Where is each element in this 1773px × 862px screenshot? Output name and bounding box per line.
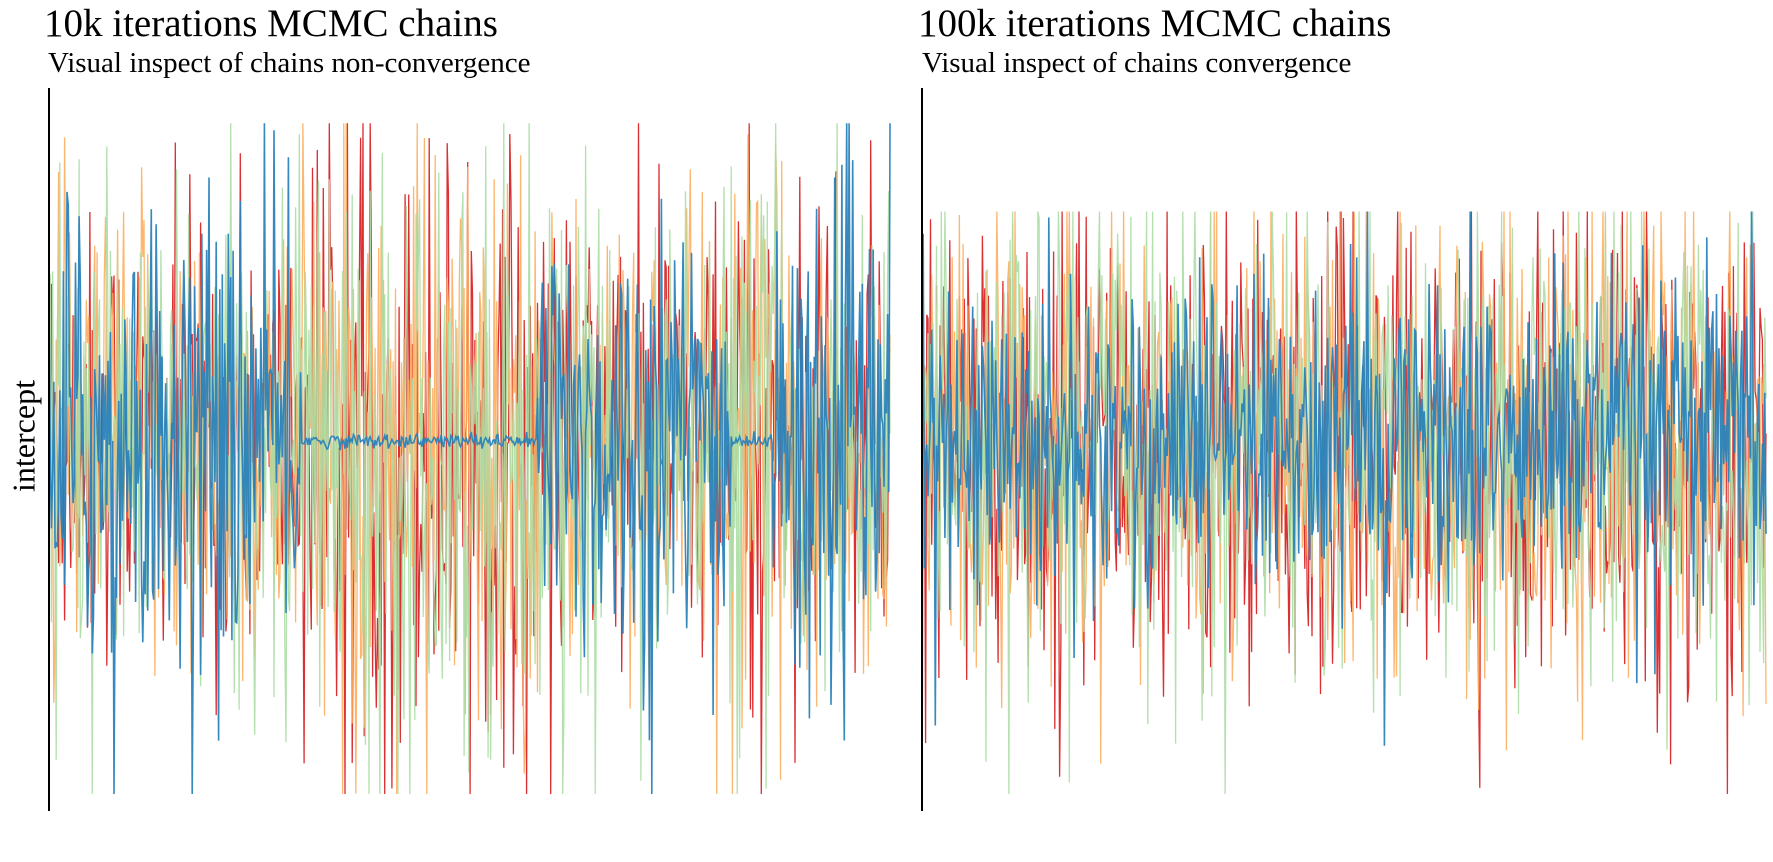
left-panel-subtitle: Visual inspect of chains non-convergence — [48, 47, 531, 79]
trace-chain-3-panel-1 — [48, 123, 891, 795]
panel-2-traces — [921, 211, 1767, 795]
left-panel-title: 10k iterations MCMC chains — [44, 2, 498, 45]
right-panel-subtitle: Visual inspect of chains convergence — [922, 47, 1352, 79]
trace-chain-4-panel-2 — [921, 211, 1767, 746]
right-panel-title: 100k iterations MCMC chains — [918, 2, 1392, 45]
trace-chain-4-panel-1 — [48, 123, 891, 795]
panel-1-traces — [48, 123, 891, 795]
